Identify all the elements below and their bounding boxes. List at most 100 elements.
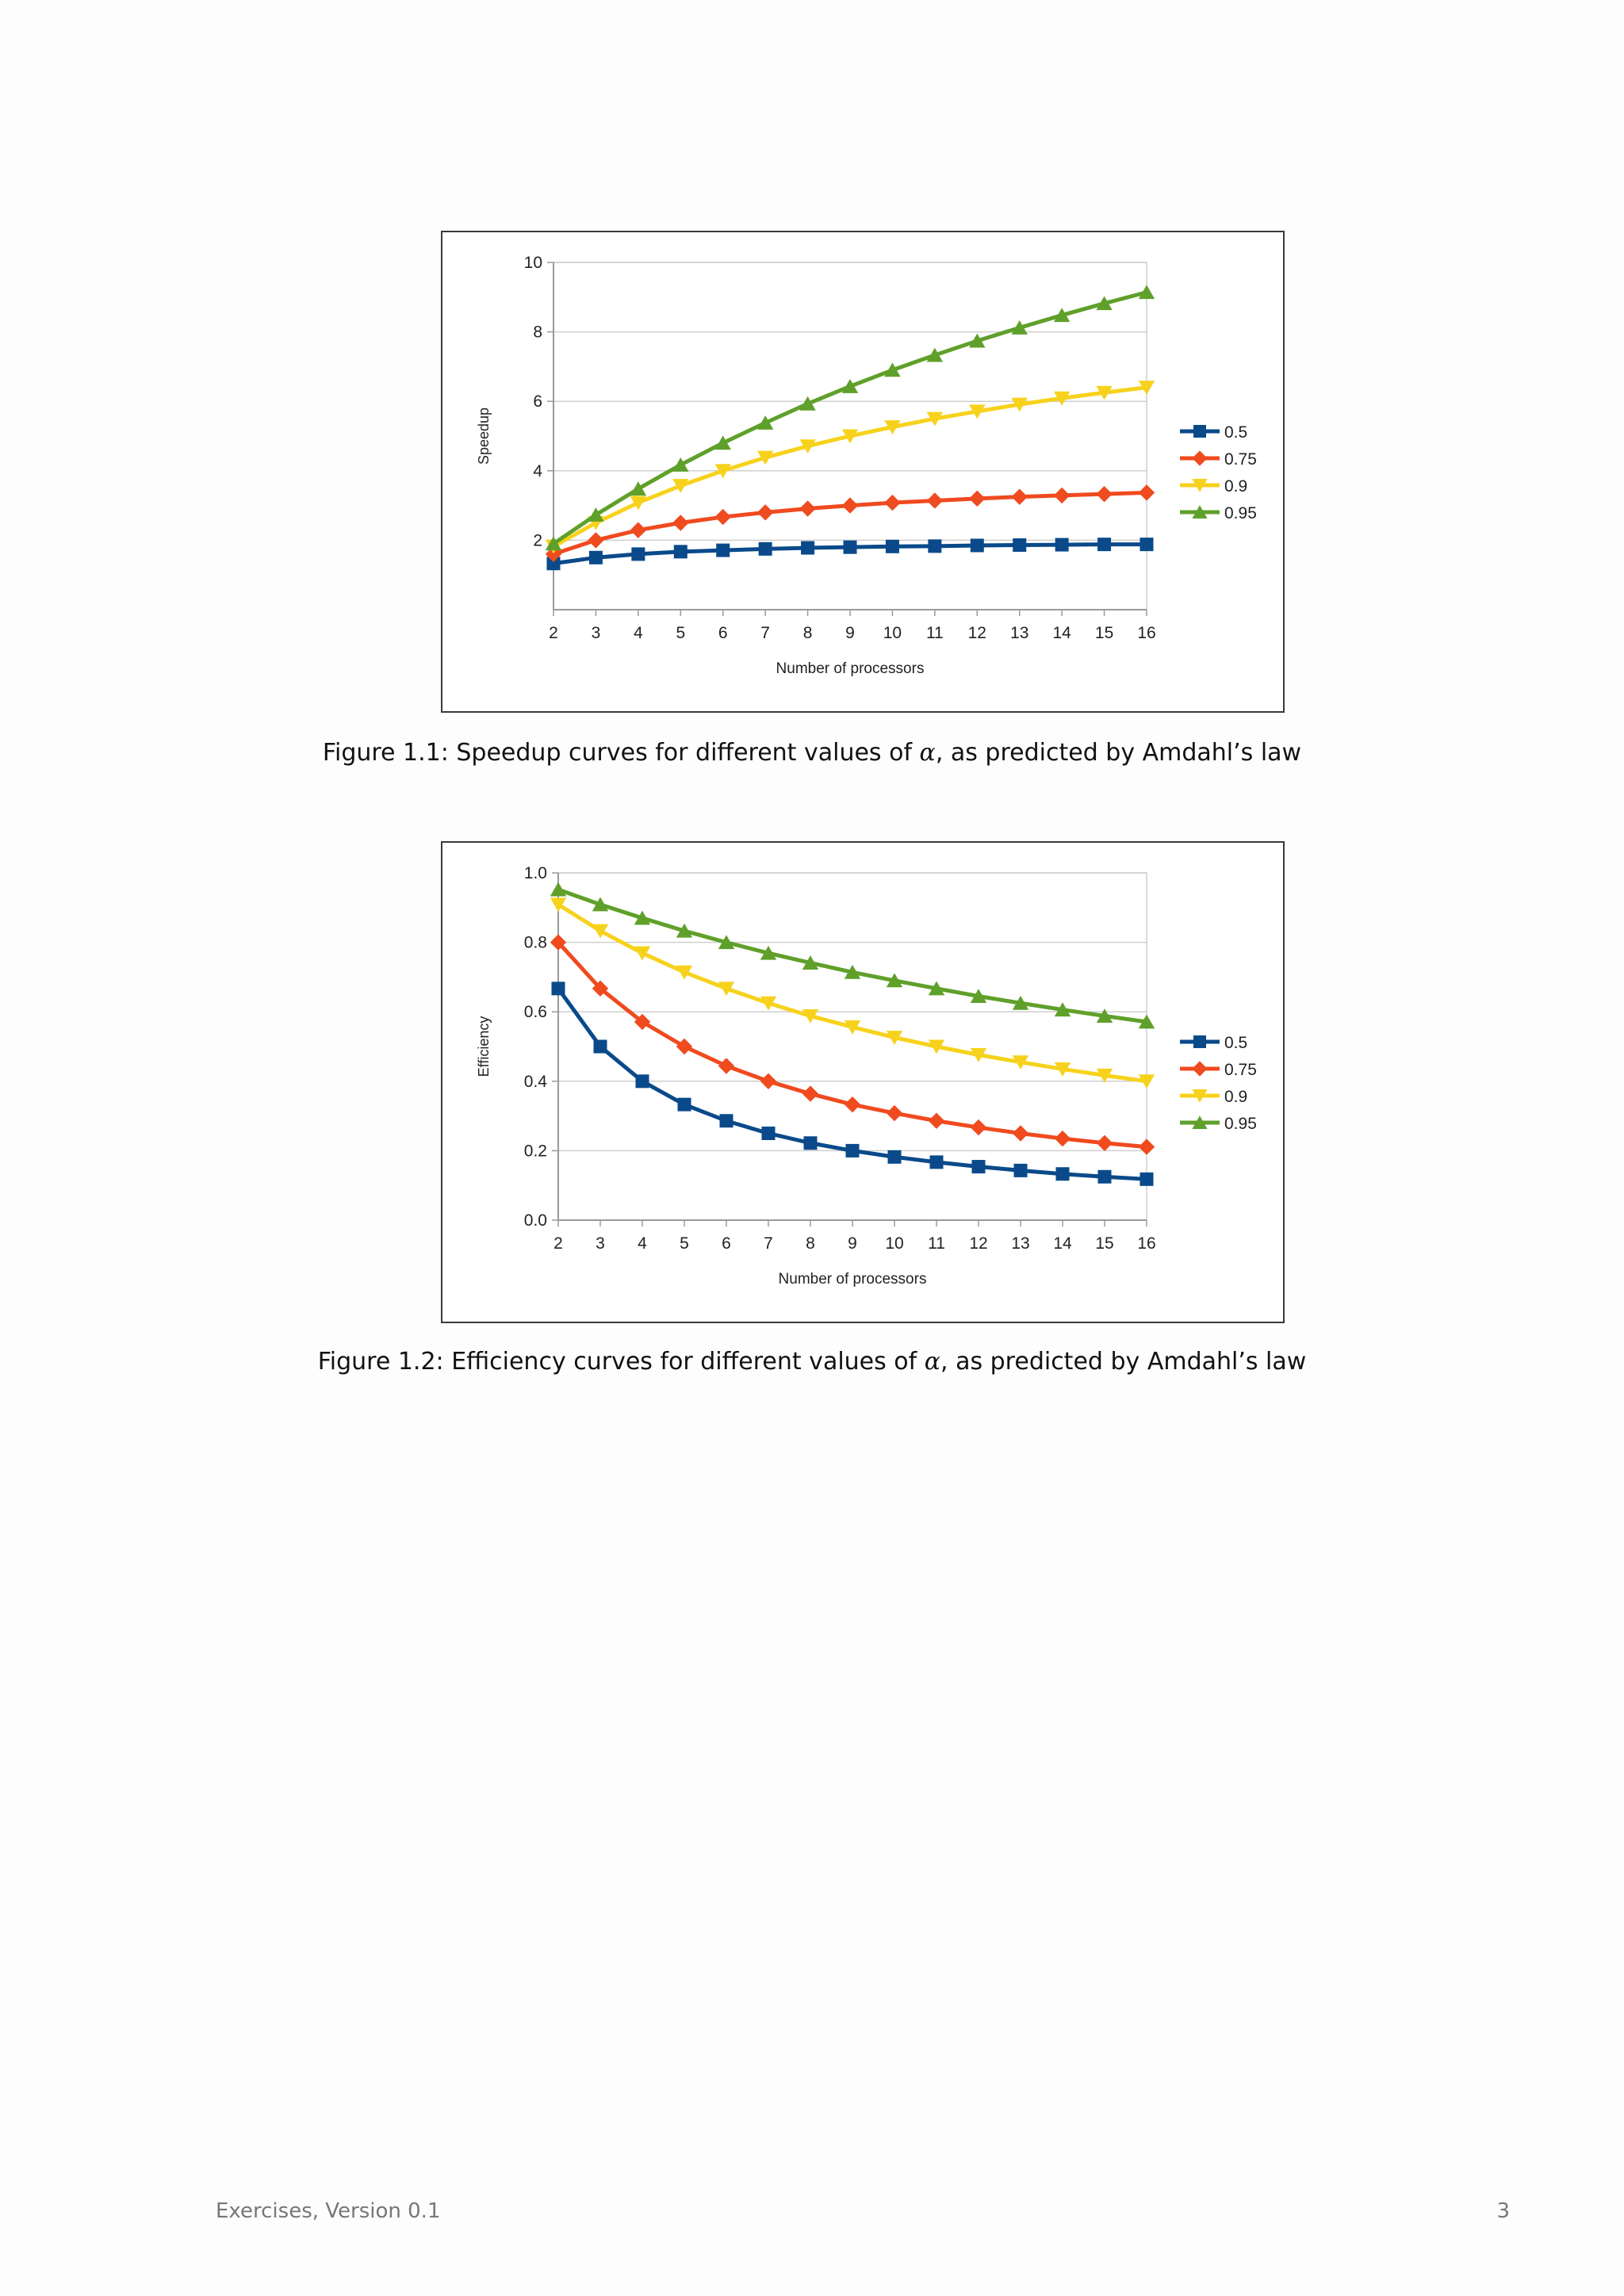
chart1-data-point (841, 497, 859, 514)
chart2-y-tick-label: 0.6 (524, 1003, 547, 1021)
chart2-data-point (760, 996, 777, 1011)
chart2-x-tick-label: 4 (638, 1234, 647, 1253)
chart1-y-tick-label: 10 (524, 254, 542, 272)
chart1-legend-marker (1192, 479, 1208, 492)
chart2-x-tick-label: 6 (722, 1234, 731, 1253)
chart2-data-point (886, 973, 903, 988)
chart1-x-tick-label: 12 (968, 624, 986, 642)
chart1-x-tick-label: 15 (1095, 624, 1113, 642)
chart1-data-point (801, 541, 815, 555)
chart1-y-axis-title: Speedup (476, 408, 492, 465)
chart2-data-point (718, 982, 735, 997)
chart1-series-0_95 (545, 285, 1155, 551)
chart2-data-point (844, 1020, 861, 1035)
chart2-data-point (887, 1150, 902, 1164)
chart1-data-point (884, 362, 901, 377)
chart2-data-point (1138, 1074, 1155, 1089)
chart2-data-point (550, 934, 567, 951)
chart2-x-tick-label: 5 (680, 1234, 689, 1253)
chart1-data-point (884, 420, 901, 434)
chart2-data-point (718, 935, 735, 950)
chart1-x-tick-label: 13 (1010, 624, 1028, 642)
chart1-data-point (1011, 320, 1028, 335)
chart1-data-point (756, 450, 774, 465)
chart1-data-point (969, 404, 986, 419)
chart2-x-tick-label: 3 (596, 1234, 605, 1253)
chart2-series-0_75 (550, 934, 1155, 1155)
chart1-data-point (928, 539, 942, 553)
chart2-data-point (970, 1048, 987, 1062)
chart1-x-tick-label: 14 (1052, 624, 1071, 642)
chart2-x-tick-label: 10 (885, 1234, 903, 1253)
footer-document-version: Exercises, Version 0.1 (216, 2199, 441, 2223)
chart2-data-point (1139, 1172, 1154, 1186)
chart1-data-point (1053, 308, 1071, 323)
chart2-data-point (635, 1074, 649, 1089)
chart1-data-point (843, 540, 857, 554)
chart2-data-point (676, 1038, 693, 1055)
chart1-y-tick-label: 2 (533, 531, 542, 549)
chart1-data-point (630, 496, 647, 511)
chart2-data-point (593, 1039, 607, 1054)
chart1-data-point (545, 536, 562, 551)
chart1-data-point (1011, 397, 1028, 412)
chart2-data-point (761, 1127, 776, 1140)
chart1-x-tick-label: 8 (803, 624, 813, 642)
chart1-data-point (1096, 385, 1113, 400)
chart2-data-point (634, 1013, 651, 1031)
chart2-data-point (1054, 1062, 1071, 1077)
chart1-x-tick-label: 11 (926, 624, 944, 642)
chart2-data-point (845, 1143, 860, 1158)
chart1-x-tick-label: 6 (718, 624, 728, 642)
chart1-data-point (672, 515, 689, 531)
caption-2-text-after: , as predicted by Amdahl’s law (940, 1348, 1307, 1376)
chart1-x-tick-label: 4 (634, 624, 643, 642)
chart2-legend-label: 0.5 (1224, 1034, 1247, 1052)
chart1-data-point (1053, 391, 1071, 406)
chart1-y-tick-label: 6 (533, 392, 542, 411)
chart2-y-tick-label: 0.2 (524, 1142, 547, 1160)
chart1-data-point (1096, 485, 1113, 503)
chart1-data-point (588, 507, 604, 522)
chart1-legend-label: 0.75 (1224, 450, 1257, 469)
chart1-data-point (885, 539, 899, 553)
chart2-data-point (760, 1073, 777, 1089)
chart2-legend-marker (1192, 1061, 1208, 1077)
chart1-data-point (969, 333, 986, 348)
caption-1-text-before: Figure 1.1: Speedup curves for different… (322, 739, 920, 767)
chart1-data-point (841, 379, 859, 393)
chart1-data-point (926, 492, 944, 509)
chart2-data-point (803, 1136, 818, 1150)
chart1-data-point (926, 411, 944, 427)
chart1-data-point (1096, 296, 1113, 311)
chart2-data-point (550, 882, 567, 897)
chart1-data-point (1013, 538, 1027, 553)
chart1-data-point (630, 481, 647, 496)
chart2-data-point (928, 981, 945, 996)
chart2-data-point (971, 1160, 986, 1174)
chart1-data-point (1139, 538, 1154, 552)
chart2-x-tick-label: 15 (1095, 1234, 1113, 1253)
chart1-data-point (756, 415, 774, 430)
chart1-data-point (716, 543, 730, 557)
chart1-data-point (969, 490, 986, 507)
chart2-data-point (886, 1031, 903, 1045)
chart2-x-tick-label: 8 (806, 1234, 815, 1253)
chart2-data-point (1097, 1169, 1112, 1184)
chart1-data-point (1055, 538, 1069, 552)
chart2-x-tick-label: 11 (928, 1234, 945, 1253)
chart2-data-point (592, 924, 609, 939)
chart2-y-axis-title: Efficiency (476, 1016, 492, 1077)
chart2-data-point (634, 910, 651, 925)
chart2-y-tick-label: 0.4 (524, 1073, 548, 1091)
speedup-chart: 2 4 6 8 10 2 3 4 5 6 7 8 9 10 11 12 13 14 15 16 Number of pr… (476, 254, 1257, 677)
chart1-data-point (970, 538, 984, 553)
chart1-legend-label: 0.9 (1224, 477, 1247, 496)
chart1-x-tick-label: 3 (592, 624, 601, 642)
footer-page-number: 3 (1496, 2199, 1510, 2223)
chart2-data-point (802, 955, 819, 970)
chart1-legend-marker (1192, 450, 1208, 466)
chart1-data-point (1138, 285, 1155, 300)
chart2-data-point (592, 980, 609, 997)
chart2-series-0_95 (550, 882, 1155, 1029)
